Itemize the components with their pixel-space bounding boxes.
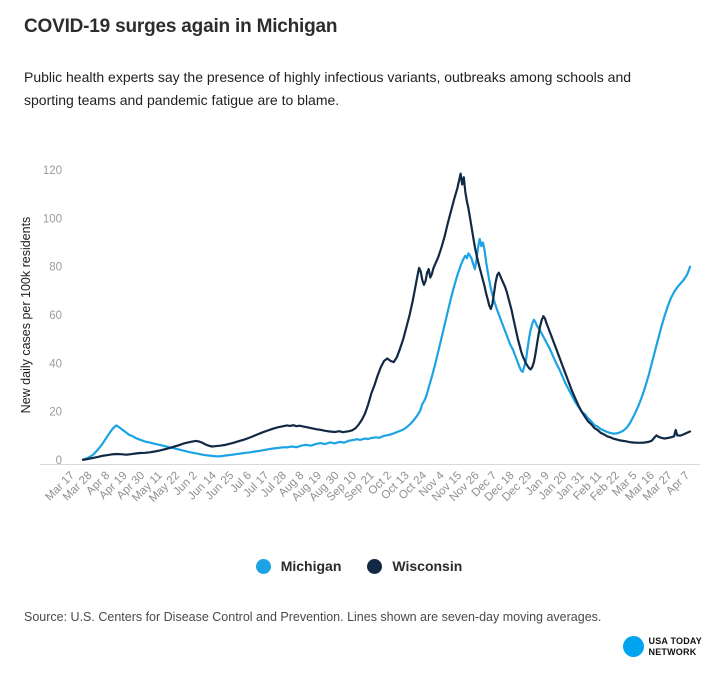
logo-text: USA TODAY NETWORK (649, 636, 702, 657)
logo-line2: NETWORK (648, 646, 697, 657)
y-tick-label: 80 (49, 262, 62, 274)
y-tick-label: 20 (49, 407, 62, 419)
legend-item-michigan: Michigan (255, 558, 342, 574)
chart-subtitle: Public health experts say the presence o… (24, 69, 632, 108)
legend-label-wisconsin: Wisconsin (392, 558, 463, 574)
page-title: COVID-19 surges again in Michigan (24, 16, 338, 37)
y-tick-label: 100 (43, 213, 62, 225)
y-tick-label: 120 (43, 165, 62, 177)
y-tick-label: 0 (56, 455, 62, 467)
usa-today-circle-icon (622, 636, 644, 657)
chart-legend: Michigan Wisconsin (0, 558, 718, 574)
wisconsin-series-line (81, 172, 692, 461)
legend-item-wisconsin: Wisconsin (367, 558, 462, 574)
y-tick-label: 40 (49, 358, 62, 370)
y-tick-label: 60 (49, 310, 62, 322)
source-attribution: Source: U.S. Centers for Disease Control… (24, 610, 602, 624)
chart-area: 0 20 40 60 80 100 120 New daily cases per 100k … (0, 138, 718, 546)
cases-line-chart: 0 20 40 60 80 100 120 New daily cases per 100k … (19, 165, 700, 505)
usa-today-network-logo: USA TODAY NETWORK (622, 636, 702, 657)
legend-label-michigan: Michigan (280, 558, 342, 574)
header: COVID-19 surges again in Michigan Public… (0, 0, 718, 111)
michigan-series-line (81, 237, 692, 461)
logo-line1: USA TODAY (648, 636, 702, 647)
source-row: Source: U.S. Centers for Disease Control… (24, 608, 694, 626)
y-axis-title: New daily cases per 100k residents (19, 217, 33, 414)
wisconsin-legend-dot-icon (367, 558, 383, 574)
michigan-legend-dot-icon (255, 558, 271, 574)
